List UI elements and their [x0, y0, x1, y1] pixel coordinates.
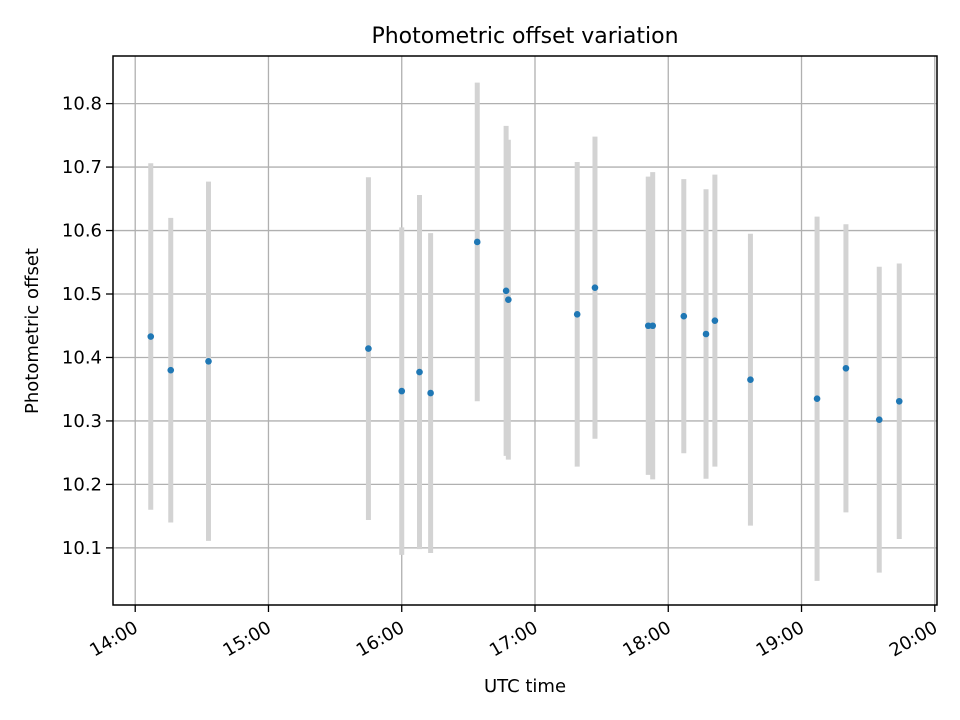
data-point [427, 389, 434, 397]
data-point [398, 387, 406, 395]
plot-frame [112, 55, 938, 606]
y-tick-label: 10.4 [62, 347, 102, 368]
data-point [505, 296, 512, 304]
y-axis-title: Photometric offset [22, 248, 43, 414]
grid [113, 56, 937, 605]
data-point [416, 368, 423, 376]
chart-title: Photometric offset variation [371, 24, 678, 49]
data-point [473, 238, 481, 246]
data-point [680, 312, 688, 320]
data-point [147, 333, 155, 340]
data-point [167, 366, 175, 374]
x-axis-title: UTC time [484, 676, 566, 697]
data-point [649, 322, 657, 330]
data-points [147, 238, 903, 423]
data-point [747, 376, 754, 383]
data-point [573, 311, 581, 318]
data-point [365, 345, 372, 352]
data-point [895, 397, 903, 405]
data-point [205, 357, 212, 365]
data-point [591, 284, 599, 291]
y-axis: 10.1 10.2 10.3 10.4 10.5 10.6 10.7 10.8 [62, 94, 113, 559]
data-point [711, 317, 719, 324]
y-tick-label: 10.8 [62, 94, 102, 115]
y-tick-label: 10.2 [62, 474, 102, 495]
y-tick-label: 10.3 [62, 411, 102, 432]
data-point [842, 364, 850, 372]
y-tick-label: 10.6 [62, 221, 102, 242]
data-point [702, 330, 710, 338]
data-point [875, 416, 883, 423]
data-point [502, 287, 510, 295]
y-tick-label: 10.7 [62, 157, 102, 178]
y-tick-label: 10.5 [62, 284, 102, 305]
y-tick-label: 10.1 [62, 538, 102, 559]
data-point [813, 395, 821, 403]
